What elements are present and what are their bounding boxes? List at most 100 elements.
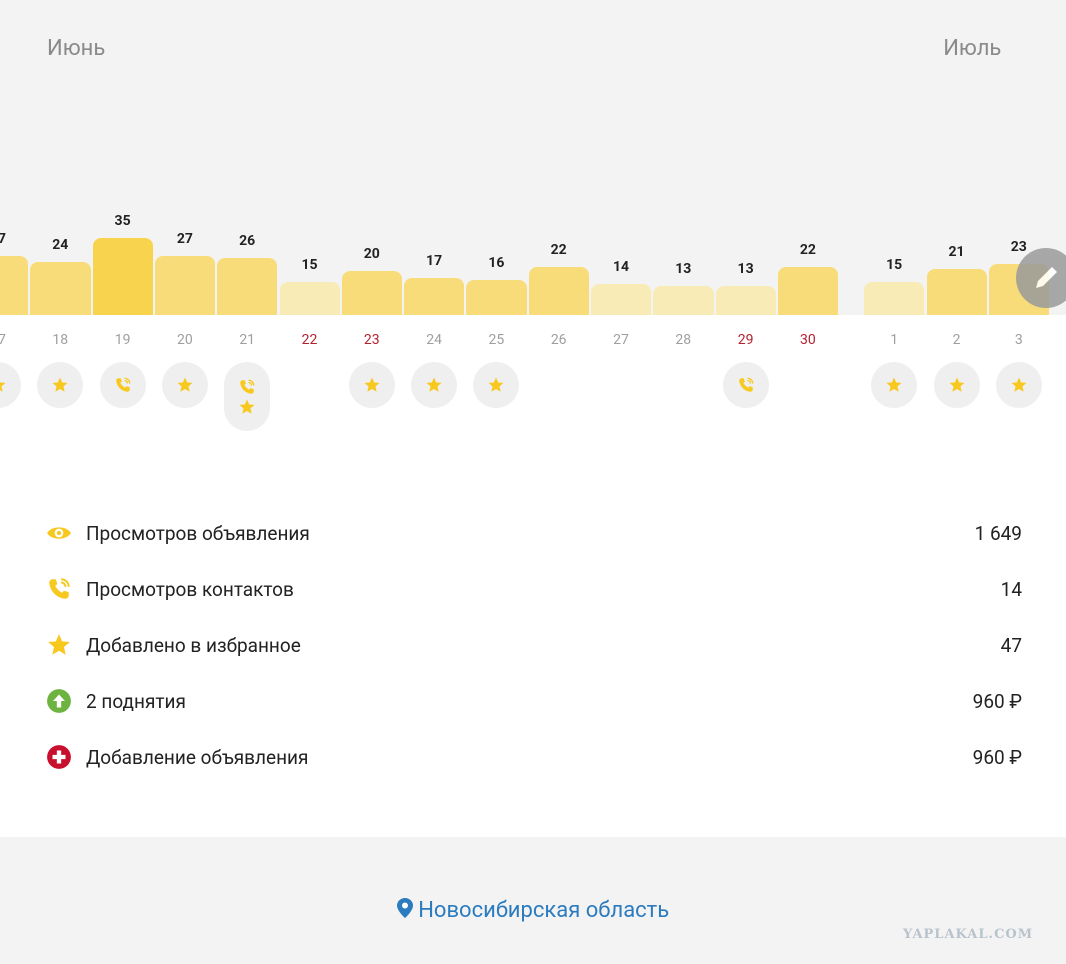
bar [92, 238, 153, 315]
stat-label: Добавление объявления [86, 745, 309, 769]
star-icon [239, 399, 255, 414]
day-label: 26 [550, 332, 567, 348]
day-label: 29 [737, 332, 754, 348]
day-label: 30 [800, 332, 816, 348]
bar [715, 286, 776, 315]
stat-row: Добавление объявления 960 ₽ [46, 742, 1022, 772]
pencil-icon [1036, 267, 1057, 288]
star-icon [364, 377, 380, 392]
stat-value: 14 [1000, 577, 1022, 601]
stat-row: Добавлено в избранное 47 [46, 630, 1022, 660]
activity-badge [0, 362, 21, 408]
bar-value-label: 14 [612, 259, 630, 276]
footer [0, 837, 1066, 964]
eye-icon [47, 527, 71, 539]
bar [217, 257, 278, 315]
bar-value-label: 22 [799, 241, 816, 258]
star-icon [886, 377, 902, 392]
activity-badge [348, 362, 395, 408]
bar-value-label: 21 [948, 243, 965, 260]
day-label: 25 [488, 332, 505, 348]
activity-badge [224, 362, 271, 431]
bar-value-label: 15 [886, 257, 903, 273]
stat-value: 960 ₽ [972, 689, 1022, 713]
activity-badge [995, 362, 1042, 408]
bar [926, 268, 987, 315]
bar-value-label: 26 [239, 232, 256, 249]
month-label: Июль [943, 36, 1002, 61]
activity-badge [871, 362, 918, 408]
month-label: Июнь [47, 36, 106, 61]
day-label: 24 [426, 332, 442, 348]
day-label: 3 [1014, 332, 1023, 348]
star-icon [1011, 377, 1027, 392]
stat-row: Просмотров контактов 14 [46, 574, 1022, 604]
bar [154, 255, 216, 315]
star-icon [488, 377, 504, 392]
bar-value-label: 27 [176, 230, 193, 247]
location-text: Новосибирская область [418, 898, 670, 923]
activity-badge [722, 362, 769, 408]
bar [653, 286, 714, 315]
day-label: 1 [890, 332, 899, 348]
stat-row: 2 поднятия 960 ₽ [46, 686, 1022, 716]
bar [404, 277, 465, 315]
watermark: YAPLAKAL.COM [903, 927, 1034, 942]
star-icon [426, 377, 442, 392]
day-label: 20 [177, 332, 193, 348]
day-label: 17 [0, 332, 6, 348]
bar-value-label: 35 [114, 213, 131, 229]
star-icon [0, 382, 6, 392]
day-label: 21 [239, 332, 256, 348]
bar [466, 279, 527, 315]
activity-badge [933, 362, 980, 408]
stat-value: 47 [1000, 633, 1022, 657]
day-label: 22 [301, 332, 318, 348]
edit-button[interactable] [1016, 248, 1066, 308]
bar-value-label: 13 [675, 261, 692, 278]
bar [777, 266, 839, 315]
stat-label: Просмотров объявления [86, 521, 310, 545]
bar-value-label: 16 [488, 254, 505, 271]
bar [0, 255, 29, 315]
star-icon [177, 377, 193, 392]
location[interactable]: Новосибирская область [0, 898, 1066, 923]
stat-label: Добавлено в избранное [86, 633, 301, 657]
pin-icon [396, 898, 413, 918]
day-label: 18 [52, 332, 69, 348]
activity-badge [161, 362, 208, 408]
day-label: 23 [363, 332, 380, 348]
activity-badge [411, 362, 458, 408]
bar [279, 282, 340, 315]
phone-icon [49, 578, 70, 599]
day-label: 27 [613, 332, 629, 348]
star-icon [52, 377, 68, 392]
bar [591, 284, 652, 315]
day-label: 28 [675, 332, 692, 348]
plus-icon [47, 745, 71, 769]
bar [341, 271, 403, 315]
bar-value-label: 27 [0, 230, 7, 247]
stat-value: 960 ₽ [972, 745, 1022, 769]
stat-value: 1 649 [974, 521, 1022, 545]
bar-value-label: 22 [550, 241, 567, 258]
bar-value-label: 13 [737, 261, 754, 278]
bar [864, 282, 925, 315]
phone-icon [115, 377, 131, 392]
bar-value-label: 20 [363, 246, 380, 262]
stat-label: 2 поднятия [86, 689, 186, 713]
day-label: 2 [952, 332, 961, 348]
bar-value-label: 15 [301, 257, 318, 273]
bar [30, 262, 91, 315]
up-icon [47, 689, 71, 713]
bar-value-label: 23 [1010, 239, 1027, 256]
activity-badge [99, 362, 146, 408]
bar-value-label: 17 [426, 252, 443, 269]
activity-badge [473, 362, 520, 408]
stat-label: Просмотров контактов [86, 577, 294, 601]
star-icon [48, 634, 70, 655]
bar [528, 266, 589, 315]
activity-badge [37, 362, 84, 408]
star-icon [949, 377, 964, 392]
